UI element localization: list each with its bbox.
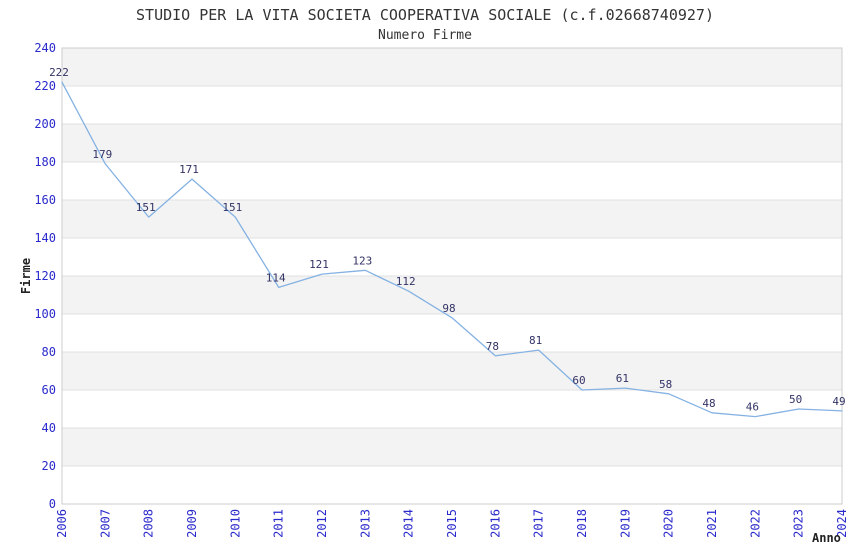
data-point-label: 151 (222, 201, 242, 214)
data-line (61, 81, 843, 418)
grid-band (62, 200, 842, 238)
data-point-label: 60 (572, 374, 585, 387)
data-point-label: 50 (789, 393, 802, 406)
y-tick-label: 120 (34, 269, 56, 283)
x-tick-label: 2022 (748, 509, 762, 538)
x-tick-label: 2016 (488, 509, 502, 538)
y-tick-label: 20 (42, 459, 56, 473)
data-point-label: 49 (832, 395, 845, 408)
x-tick-label: 2021 (705, 509, 719, 538)
data-point-label: 114 (266, 271, 286, 284)
data-point-label: 151 (136, 201, 156, 214)
data-point-label: 179 (92, 148, 112, 161)
data-point-label: 171 (179, 163, 199, 176)
x-tick-label: 2006 (55, 509, 69, 538)
grid-band (62, 428, 842, 466)
y-tick-label: 0 (49, 497, 56, 511)
data-point-label: 81 (529, 334, 542, 347)
chart-title: STUDIO PER LA VITA SOCIETA COOPERATIVA S… (136, 6, 714, 24)
x-tick-label: 2023 (792, 509, 806, 538)
y-tick-label: 220 (34, 79, 56, 93)
y-tick-label: 60 (42, 383, 56, 397)
plot-border (61, 47, 843, 505)
grid-band (62, 124, 842, 162)
y-tick-label: 80 (42, 345, 56, 359)
y-tick-label: 240 (34, 41, 56, 55)
grid-band (62, 352, 842, 390)
grid-band (62, 48, 842, 86)
x-tick-label: 2014 (402, 509, 416, 538)
x-axis-title: Anno (812, 531, 841, 545)
data-point-label: 98 (442, 302, 455, 315)
x-tick-label: 2011 (272, 509, 286, 538)
x-tick-label: 2013 (358, 509, 372, 538)
data-point-label: 46 (746, 401, 759, 414)
y-tick-label: 140 (34, 231, 56, 245)
grid-band (62, 276, 842, 314)
data-point-label: 78 (486, 340, 499, 353)
data-point-label: 112 (396, 275, 416, 288)
y-tick-label: 40 (42, 421, 56, 435)
x-tick-label: 2020 (662, 509, 676, 538)
x-tick-label: 2009 (185, 509, 199, 538)
y-tick-label: 100 (34, 307, 56, 321)
data-point-label: 121 (309, 258, 329, 271)
x-tick-label: 2008 (142, 509, 156, 538)
y-tick-label: 160 (34, 193, 56, 207)
x-tick-label: 2018 (575, 509, 589, 538)
x-tick-label: 2019 (618, 509, 632, 538)
x-tick-label: 2017 (532, 509, 546, 538)
x-tick-label: 2024 (835, 509, 849, 538)
data-point-label: 222 (49, 66, 69, 79)
data-point-label: 48 (702, 397, 715, 410)
data-point-label: 61 (616, 372, 629, 385)
y-tick-label: 200 (34, 117, 56, 131)
data-point-label: 58 (659, 378, 672, 391)
x-tick-label: 2012 (315, 509, 329, 538)
data-point-label: 123 (352, 254, 372, 267)
chart-subtitle: Numero Firme (378, 28, 472, 43)
y-axis-title: Firme (19, 258, 33, 294)
y-tick-label: 180 (34, 155, 56, 169)
x-tick-label: 2010 (228, 509, 242, 538)
x-tick-label: 2015 (445, 509, 459, 538)
x-tick-label: 2007 (98, 509, 112, 538)
